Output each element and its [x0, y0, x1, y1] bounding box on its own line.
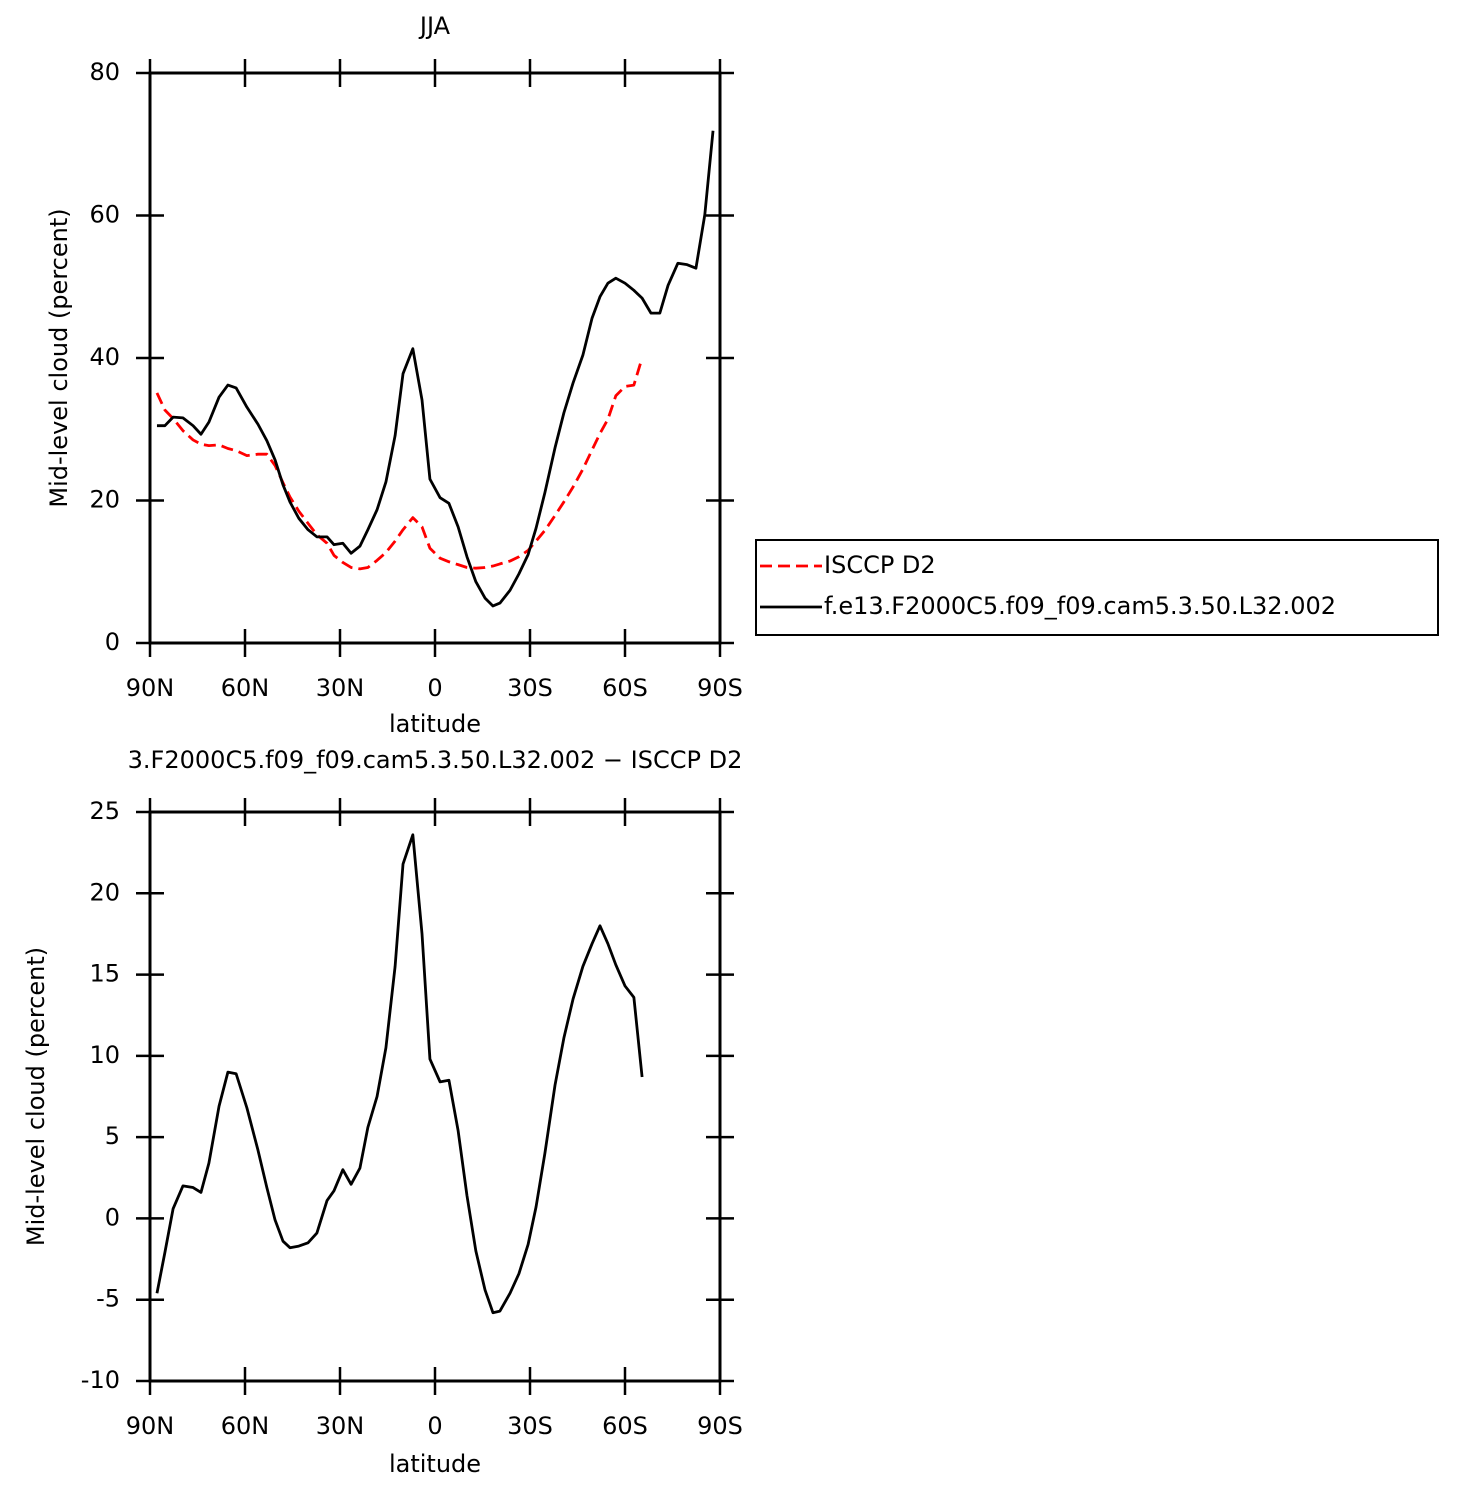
x-tick-label: 90N	[126, 674, 175, 702]
x-tick-label: 60S	[602, 1412, 648, 1440]
y-tick-label: 40	[89, 343, 120, 371]
x-tick-label: 90S	[697, 1412, 743, 1440]
series-line	[155, 833, 644, 1315]
y-tick-label: 60	[89, 201, 120, 229]
x-tick-label: 30N	[316, 674, 365, 702]
y-tick-label: 10	[89, 1041, 120, 1069]
chart-title: JJA	[418, 12, 451, 40]
x-tick-label: 30N	[316, 1412, 365, 1440]
y-tick-label: 0	[105, 628, 120, 656]
y-tick-label: 25	[89, 797, 120, 825]
series-line	[155, 357, 644, 571]
x-tick-label: 60N	[221, 1412, 270, 1440]
chart-title: 3.F2000C5.f09_f09.cam5.3.50.L32.002 − IS…	[128, 746, 743, 774]
y-axis-label: Mid-level cloud (percent)	[22, 947, 50, 1246]
x-tick-label: 0	[427, 674, 442, 702]
legend-label: f.e13.F2000C5.f09_f09.cam5.3.50.L32.002	[824, 592, 1336, 620]
y-axis-label: Mid-level cloud (percent)	[45, 208, 73, 507]
x-axis-label: latitude	[389, 1450, 481, 1478]
y-tick-label: -10	[81, 1366, 120, 1394]
legend-box	[755, 539, 1439, 636]
x-tick-label: 30S	[507, 1412, 553, 1440]
y-tick-label: 20	[89, 486, 120, 514]
series-line	[156, 130, 715, 608]
plot-frame	[148, 71, 722, 645]
x-tick-label: 60S	[602, 674, 648, 702]
y-tick-label: 5	[105, 1122, 120, 1150]
y-tick-label: 80	[89, 58, 120, 86]
y-tick-label: 20	[89, 878, 120, 906]
x-tick-label: 60N	[221, 674, 270, 702]
y-tick-label: 15	[89, 960, 120, 988]
x-tick-label: 0	[427, 1412, 442, 1440]
x-tick-label: 90S	[697, 674, 743, 702]
plot-frame	[148, 810, 722, 1383]
legend-label: ISCCP D2	[824, 551, 936, 579]
y-tick-label: -5	[96, 1285, 120, 1313]
x-tick-label: 90N	[126, 1412, 175, 1440]
x-tick-label: 30S	[507, 674, 553, 702]
y-tick-label: 0	[105, 1203, 120, 1231]
x-axis-label: latitude	[389, 710, 481, 738]
